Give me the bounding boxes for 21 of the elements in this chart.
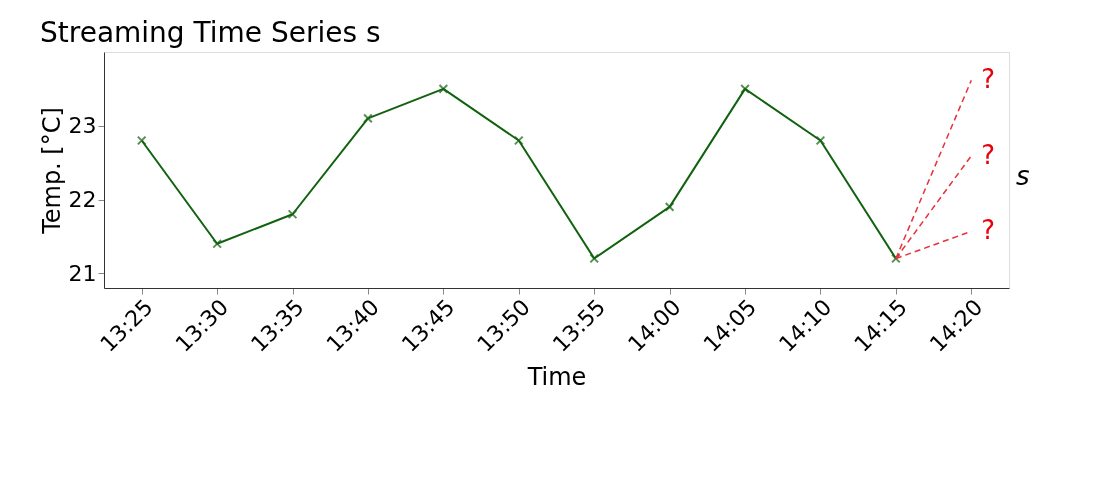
point <box>212 238 222 249</box>
point <box>589 253 600 264</box>
chart-title: Streaming Time Series s <box>40 16 381 49</box>
y-tick-label: 22 <box>68 187 97 212</box>
point <box>513 135 524 146</box>
point <box>664 202 675 212</box>
annotation: ? <box>981 215 996 246</box>
y-tick-label: 23 <box>68 113 97 139</box>
point <box>891 253 901 264</box>
annotation: ? <box>981 64 996 95</box>
y-axis-title: Temp. [°C] <box>37 107 66 235</box>
point <box>136 135 147 146</box>
point <box>287 209 298 220</box>
point <box>815 135 826 146</box>
text: s <box>1016 161 1030 191</box>
y-tick-label: 21 <box>68 260 97 286</box>
point <box>363 113 373 124</box>
point <box>438 84 449 94</box>
x-axis-title: Time <box>526 363 587 392</box>
annotation: ? <box>981 139 996 170</box>
point <box>740 84 750 94</box>
